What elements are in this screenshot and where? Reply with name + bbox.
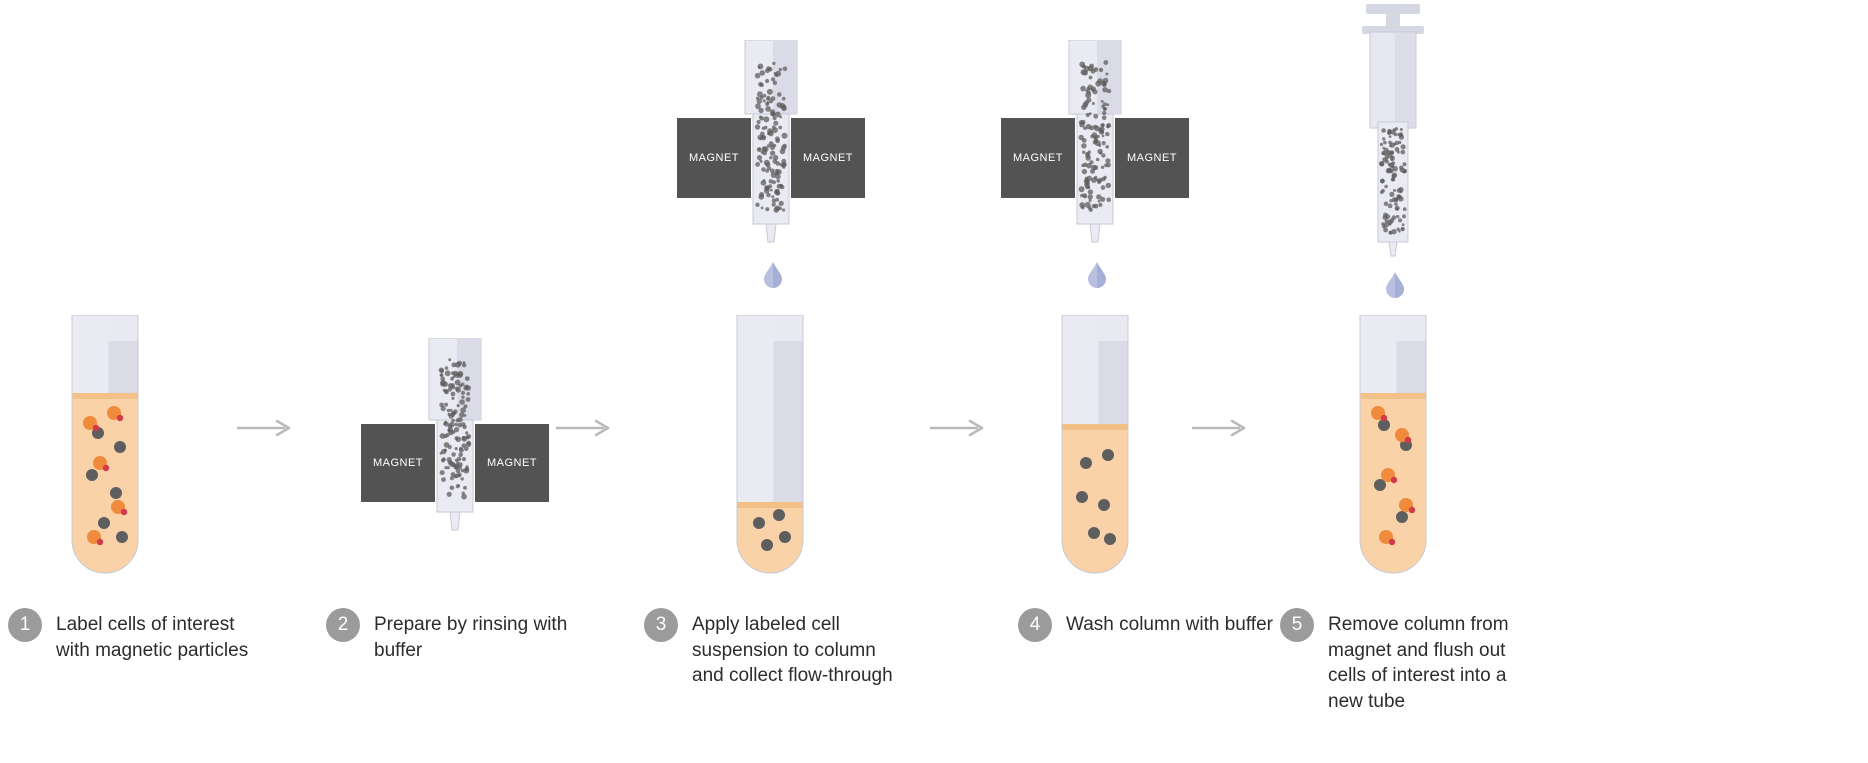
svg-text:MAGNET: MAGNET bbox=[1127, 152, 1177, 164]
step-3-text: Apply labeled cell suspension to column … bbox=[692, 612, 902, 689]
step-2-column-magnet: MAGNET MAGNET bbox=[360, 338, 550, 538]
arrow-1 bbox=[235, 418, 299, 438]
step-5-text: Remove column from magnet and flush out … bbox=[1328, 612, 1538, 715]
svg-text:MAGNET: MAGNET bbox=[803, 152, 853, 164]
step-3-label: 3Apply labeled cell suspension to column… bbox=[644, 612, 902, 689]
step-2-label: 2Prepare by rinsing with buffer bbox=[326, 612, 584, 663]
svg-text:MAGNET: MAGNET bbox=[1013, 152, 1063, 164]
step-1-text: Label cells of interest with magnetic pa… bbox=[56, 612, 266, 663]
arrow-3 bbox=[928, 418, 992, 438]
step-4-number-badge: 4 bbox=[1018, 608, 1052, 642]
step-4-label: 4Wash column with buffer bbox=[1018, 612, 1273, 642]
step-5-tube bbox=[1358, 315, 1428, 575]
step-5-syringe-column bbox=[1348, 4, 1438, 262]
svg-text:MAGNET: MAGNET bbox=[487, 457, 537, 469]
step-1-number-badge: 1 bbox=[8, 608, 42, 642]
step-4-column-magnet: MAGNET MAGNET bbox=[1000, 40, 1190, 250]
step-3-drop bbox=[762, 260, 784, 288]
step-4-text: Wash column with buffer bbox=[1066, 612, 1273, 638]
step-5-drop bbox=[1384, 270, 1406, 298]
step-1-label: 1Label cells of interest with magnetic p… bbox=[8, 612, 266, 663]
step-5-label: 5Remove column from magnet and flush out… bbox=[1280, 612, 1538, 715]
step-3-tube bbox=[735, 315, 805, 575]
step-1-tube bbox=[70, 315, 140, 575]
svg-text:MAGNET: MAGNET bbox=[689, 152, 739, 164]
arrow-2 bbox=[554, 418, 618, 438]
step-2-text: Prepare by rinsing with buffer bbox=[374, 612, 584, 663]
step-3-number-badge: 3 bbox=[644, 608, 678, 642]
svg-text:MAGNET: MAGNET bbox=[373, 457, 423, 469]
step-3-column-magnet: MAGNET MAGNET bbox=[676, 40, 866, 250]
step-4-drop bbox=[1086, 260, 1108, 288]
step-4-tube bbox=[1060, 315, 1130, 575]
arrow-4 bbox=[1190, 418, 1254, 438]
step-2-number-badge: 2 bbox=[326, 608, 360, 642]
step-5-number-badge: 5 bbox=[1280, 608, 1314, 642]
